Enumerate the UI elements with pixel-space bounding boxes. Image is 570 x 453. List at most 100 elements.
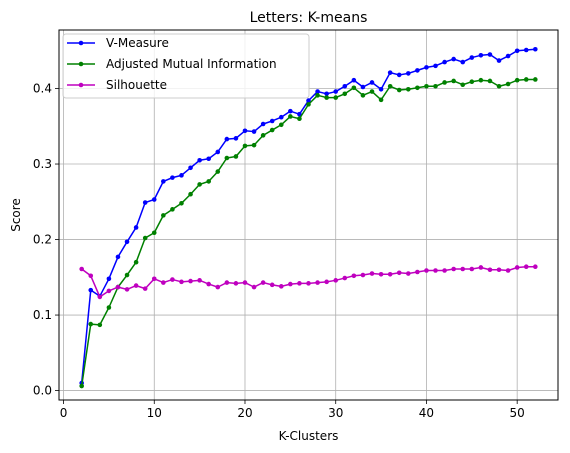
data-point xyxy=(433,268,438,273)
data-point xyxy=(306,98,311,103)
data-point xyxy=(161,280,166,285)
data-point xyxy=(451,78,456,84)
data-point xyxy=(406,271,411,276)
data-point xyxy=(342,91,348,97)
data-point xyxy=(533,77,538,82)
data-point xyxy=(360,272,366,278)
data-point xyxy=(351,85,357,91)
x-tick-label: 50 xyxy=(510,406,525,420)
data-point xyxy=(523,47,529,53)
data-point xyxy=(297,281,302,286)
data-point xyxy=(533,264,538,270)
data-point xyxy=(487,78,493,84)
y-axis-title: Score xyxy=(9,198,23,232)
y-tick-label: 0.2 xyxy=(33,233,52,247)
data-point xyxy=(288,114,293,119)
data-point xyxy=(106,305,112,310)
legend: V-Measure Adjusted Mutual Information Silh… xyxy=(62,33,310,99)
data-point xyxy=(333,89,339,94)
data-point xyxy=(206,281,211,287)
data-point xyxy=(523,264,529,270)
data-point xyxy=(523,77,529,82)
data-point xyxy=(342,83,348,89)
data-point xyxy=(306,102,311,107)
data-point xyxy=(133,283,139,288)
data-point xyxy=(496,267,502,273)
data-point xyxy=(433,63,438,69)
legend-label: Adjusted Mutual Information xyxy=(106,57,277,71)
data-point xyxy=(315,280,320,285)
legend-swatch-marker xyxy=(78,40,84,46)
data-point xyxy=(496,58,502,63)
data-point xyxy=(496,83,502,89)
data-point xyxy=(514,77,520,83)
data-point xyxy=(487,52,493,57)
y-tick-label: 0.3 xyxy=(33,157,52,171)
data-point xyxy=(269,127,275,133)
data-point xyxy=(251,129,257,134)
data-point xyxy=(269,118,275,124)
data-point xyxy=(478,52,484,58)
plot-frame xyxy=(58,29,559,401)
data-point xyxy=(151,230,157,236)
data-point xyxy=(469,55,475,60)
data-point xyxy=(297,116,302,122)
legend-label: Silhouette xyxy=(106,78,167,92)
data-point xyxy=(197,182,202,187)
legend-box xyxy=(62,33,310,99)
data-point xyxy=(315,93,320,98)
data-point xyxy=(324,95,329,100)
data-point xyxy=(378,86,384,92)
x-tick-label: 20 xyxy=(237,406,252,420)
data-point xyxy=(269,282,275,288)
legend-swatch-marker xyxy=(78,82,84,88)
data-point xyxy=(233,154,239,159)
data-point xyxy=(442,268,447,273)
data-point xyxy=(88,321,94,327)
data-point xyxy=(188,191,193,197)
data-point xyxy=(478,265,484,270)
data-point xyxy=(124,287,130,292)
y-tick-label: 0.1 xyxy=(33,308,52,322)
data-point xyxy=(324,91,329,97)
data-point xyxy=(451,56,456,62)
data-point xyxy=(197,278,202,283)
data-point xyxy=(406,86,411,92)
data-point xyxy=(106,288,112,294)
data-point xyxy=(387,271,393,277)
data-point xyxy=(396,72,402,78)
data-point xyxy=(133,259,139,265)
data-point xyxy=(161,179,166,184)
data-point xyxy=(278,122,284,128)
chart-title: Letters: K-means xyxy=(250,10,368,26)
data-point xyxy=(333,95,339,100)
y-tick-label: 0.0 xyxy=(33,384,52,398)
data-point xyxy=(288,281,293,287)
data-point xyxy=(505,268,511,273)
data-point xyxy=(415,68,420,73)
data-point xyxy=(324,279,329,285)
data-point xyxy=(360,93,366,98)
data-point xyxy=(251,284,257,290)
series-group xyxy=(79,46,538,389)
data-point xyxy=(351,273,357,279)
data-point xyxy=(215,169,221,174)
data-point xyxy=(369,89,375,94)
data-point xyxy=(424,65,429,70)
data-point xyxy=(170,207,175,212)
x-axis-title: K-Clusters xyxy=(279,429,339,443)
data-point xyxy=(242,143,248,149)
data-point xyxy=(188,278,193,284)
data-point xyxy=(415,85,420,91)
data-point xyxy=(260,133,266,138)
data-point xyxy=(514,265,520,270)
data-point xyxy=(505,81,511,87)
data-point xyxy=(79,266,84,272)
data-point xyxy=(179,279,184,285)
data-point xyxy=(133,225,139,230)
data-point xyxy=(88,273,94,279)
data-point xyxy=(478,77,484,83)
data-point xyxy=(306,281,311,286)
data-point xyxy=(115,284,121,290)
